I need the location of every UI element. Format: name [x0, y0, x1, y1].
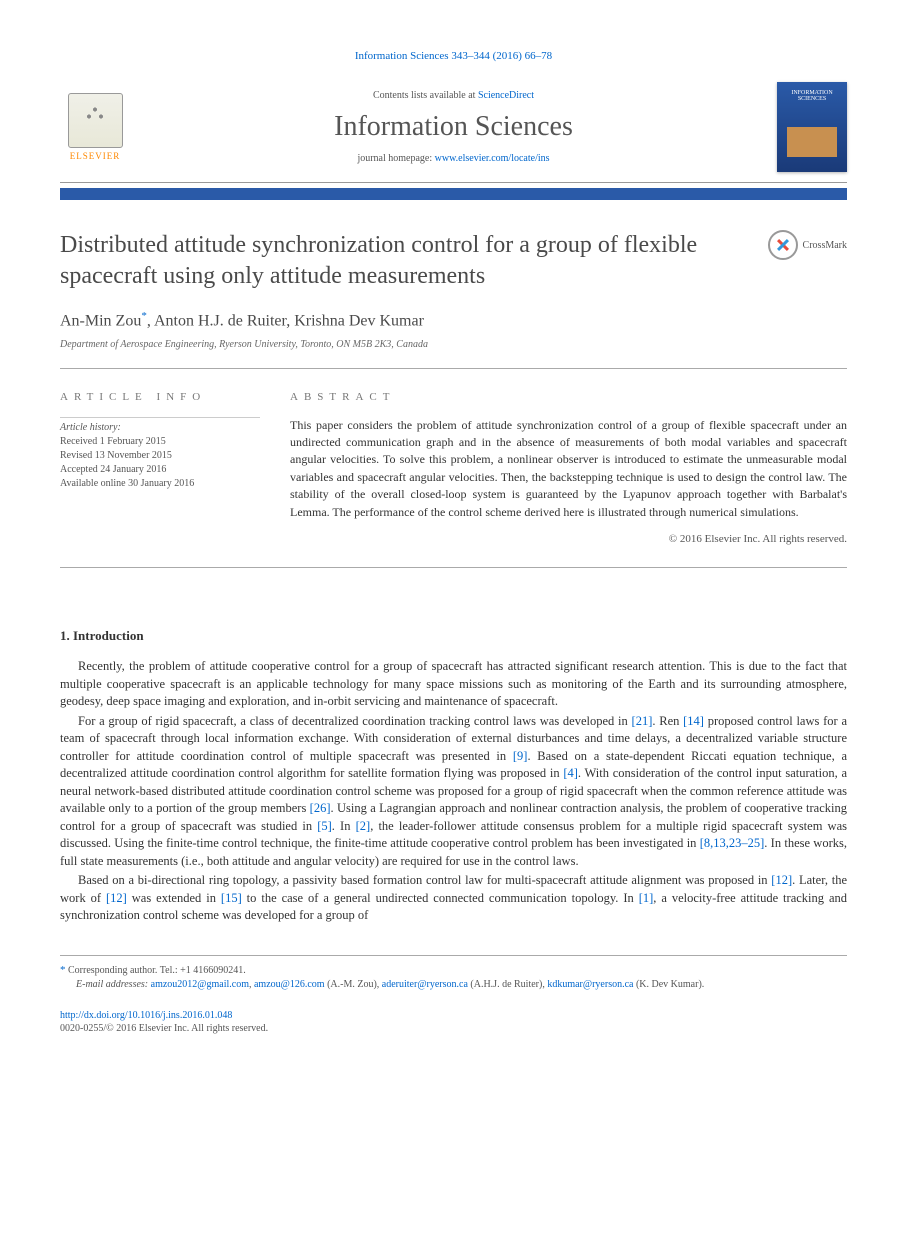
issn-copyright: 0020-0255/© 2016 Elsevier Inc. All right… [60, 1023, 847, 1034]
article-title: Distributed attitude synchronization con… [60, 230, 768, 292]
email-link[interactable]: kdkumar@ryerson.ca [547, 979, 633, 990]
author-sep: , [147, 313, 154, 330]
author-3: Krishna Dev Kumar [294, 313, 424, 330]
body-paragraph-3: Based on a bi-directional ring topology,… [60, 872, 847, 925]
abstract-copyright: © 2016 Elsevier Inc. All rights reserved… [290, 533, 847, 545]
elsevier-logo: ELSEVIER [60, 87, 130, 167]
emails-label: E-mail addresses: [76, 979, 151, 990]
cover-image-icon [787, 127, 837, 157]
cover-title: INFORMATION SCIENCES [777, 82, 847, 102]
doi-block: http://dx.doi.org/10.1016/j.ins.2016.01.… [60, 1010, 847, 1034]
journal-cover-thumbnail: INFORMATION SCIENCES [777, 82, 847, 172]
introduction-section: 1. Introduction Recently, the problem of… [60, 628, 847, 925]
introduction-heading: 1. Introduction [60, 628, 847, 644]
star-icon: * [60, 964, 66, 976]
article-info-heading: ARTICLE INFO [60, 391, 260, 403]
title-row: Distributed attitude synchronization con… [60, 230, 847, 292]
email-link[interactable]: amzou@126.com [254, 979, 325, 990]
email-link[interactable]: aderuiter@ryerson.ca [382, 979, 468, 990]
email-link[interactable]: amzou2012@gmail.com [151, 979, 249, 990]
citation-link[interactable]: [5] [317, 819, 332, 833]
corresponding-text: Corresponding author. Tel.: +1 416609024… [68, 965, 246, 976]
para-text: For a group of rigid spacecraft, a class… [78, 714, 632, 728]
contents-available-line: Contents lists available at ScienceDirec… [130, 90, 777, 101]
email-attr: (A.-M. Zou), [325, 979, 382, 990]
author-2: Anton H.J. de Ruiter [154, 313, 286, 330]
history-accepted: Accepted 24 January 2016 [60, 463, 260, 477]
para-text: . In [332, 819, 356, 833]
author-1: An-Min Zou [60, 313, 141, 330]
para-text: Based on a bi-directional ring topology,… [78, 873, 771, 887]
homepage-prefix: journal homepage: [357, 153, 434, 164]
header-center: Contents lists available at ScienceDirec… [130, 90, 777, 164]
homepage-line: journal homepage: www.elsevier.com/locat… [130, 153, 777, 164]
history-received: Received 1 February 2015 [60, 435, 260, 449]
citation-link[interactable]: [4] [563, 766, 578, 780]
sciencedirect-link[interactable]: ScienceDirect [478, 90, 534, 101]
body-paragraph-2: For a group of rigid spacecraft, a class… [60, 713, 847, 871]
journal-reference: Information Sciences 343–344 (2016) 66–7… [60, 50, 847, 62]
elsevier-tree-icon [68, 93, 123, 148]
history-online: Available online 30 January 2016 [60, 477, 260, 491]
citation-link[interactable]: [15] [221, 891, 242, 905]
homepage-link[interactable]: www.elsevier.com/locate/ins [435, 153, 550, 164]
doi-link[interactable]: http://dx.doi.org/10.1016/j.ins.2016.01.… [60, 1010, 847, 1021]
separator-bar [60, 188, 847, 200]
email-attr: (K. Dev Kumar). [633, 979, 704, 990]
crossmark-icon [768, 230, 798, 260]
body-paragraph-1: Recently, the problem of attitude cooper… [60, 658, 847, 711]
contents-prefix: Contents lists available at [373, 90, 478, 101]
abstract-text: This paper considers the problem of atti… [290, 417, 847, 521]
journal-name: Information Sciences [130, 111, 777, 143]
citation-link[interactable]: [8,13,23–25] [700, 836, 765, 850]
corresponding-author-note: * Corresponding author. Tel.: +1 4166090… [60, 964, 847, 976]
abstract-heading: ABSTRACT [290, 391, 847, 403]
page-container: Information Sciences 343–344 (2016) 66–7… [0, 0, 907, 1074]
email-attr: (A.H.J. de Ruiter), [468, 979, 547, 990]
history-revised: Revised 13 November 2015 [60, 449, 260, 463]
author-sep: , [286, 313, 294, 330]
citation-link[interactable]: [2] [356, 819, 371, 833]
info-abstract-row: ARTICLE INFO Article history: Received 1… [60, 369, 847, 568]
abstract-column: ABSTRACT This paper considers the proble… [290, 391, 847, 545]
history-label: Article history: [60, 417, 260, 433]
crossmark-label: CrossMark [803, 240, 847, 251]
authors-line: An-Min Zou*, Anton H.J. de Ruiter, Krish… [60, 310, 847, 330]
para-text: was extended in [127, 891, 221, 905]
citation-link[interactable]: [12] [106, 891, 127, 905]
crossmark-badge[interactable]: CrossMark [768, 230, 847, 260]
para-text: . Ren [652, 714, 683, 728]
affiliation: Department of Aerospace Engineering, Rye… [60, 339, 847, 369]
citation-link[interactable]: [12] [771, 873, 792, 887]
footnote-section: * Corresponding author. Tel.: +1 4166090… [60, 955, 847, 1034]
citation-link[interactable]: [14] [683, 714, 704, 728]
para-text: to the case of a general undirected conn… [242, 891, 639, 905]
article-info-column: ARTICLE INFO Article history: Received 1… [60, 391, 260, 545]
citation-link[interactable]: [1] [639, 891, 654, 905]
elsevier-label: ELSEVIER [70, 151, 121, 161]
journal-header: ELSEVIER Contents lists available at Sci… [60, 82, 847, 183]
citation-link[interactable]: [9] [513, 749, 528, 763]
email-addresses-line: E-mail addresses: amzou2012@gmail.com, a… [60, 979, 847, 990]
citation-link[interactable]: [21] [632, 714, 653, 728]
citation-link[interactable]: [26] [310, 801, 331, 815]
